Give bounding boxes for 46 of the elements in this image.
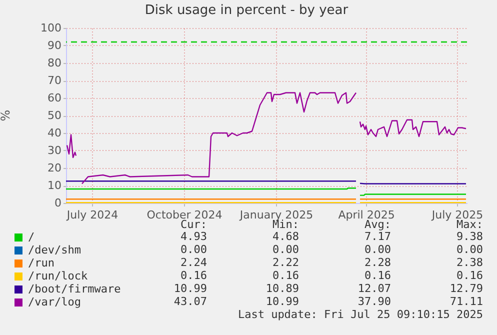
text: 12.07 (358, 282, 391, 295)
text: 0.00 (180, 243, 207, 256)
text: 2.22 (272, 256, 299, 269)
legend-label: /dev/shm (28, 244, 82, 256)
y-tick-label: 40 (48, 126, 62, 140)
text: 4.68 (272, 230, 299, 243)
text: 0.16 (456, 269, 483, 282)
text: 9.38 (456, 230, 483, 243)
y-tick-label: 70 (48, 74, 62, 87)
x-tick-label: July 2024 (66, 208, 118, 222)
y-tick-label: 0 (54, 196, 62, 210)
legend-label: /boot/firmware (28, 282, 121, 296)
text: 0.16 (364, 269, 391, 282)
legend-label: / (28, 230, 35, 244)
text: Last update: Fri Jul 25 09:10:15 2025 (238, 308, 483, 321)
y-tick-label: 50 (48, 109, 62, 122)
text: 0.16 (272, 269, 299, 282)
y-tick-label: 60 (48, 92, 62, 104)
text: 2.24 (180, 256, 207, 269)
text: 0.00 (456, 243, 483, 256)
legend-label: /run (28, 256, 54, 270)
text: 2.28 (364, 256, 391, 269)
legend-label: /var/log (28, 296, 81, 308)
text: 37.90 (358, 295, 391, 308)
text: 7.17 (364, 230, 391, 243)
text: 43.07 (174, 295, 207, 308)
y-tick-label: 90 (48, 39, 62, 52)
text: 10.99 (174, 282, 207, 295)
y-tick-label: 20 (48, 162, 62, 174)
text: 2.38 (456, 256, 483, 269)
chart-title: Disk usage in percent - by year (144, 3, 349, 18)
y-tick-label: 80 (48, 56, 62, 70)
y-tick-label: 100 (40, 22, 62, 34)
text: 4.93 (180, 230, 207, 243)
text: 0.16 (180, 269, 207, 282)
text: 10.99 (266, 295, 299, 308)
legend-label: /run/lock (28, 270, 88, 282)
y-axis-title: % (0, 110, 12, 122)
text: 0.00 (272, 243, 299, 256)
text: 12.79 (450, 282, 483, 295)
y-tick-label: 10 (48, 179, 62, 192)
text: 10.89 (266, 282, 299, 295)
y-tick-label: 30 (48, 144, 62, 157)
text: Min: (272, 218, 299, 231)
text: 0.00 (364, 243, 391, 256)
text: 71.11 (450, 295, 483, 308)
